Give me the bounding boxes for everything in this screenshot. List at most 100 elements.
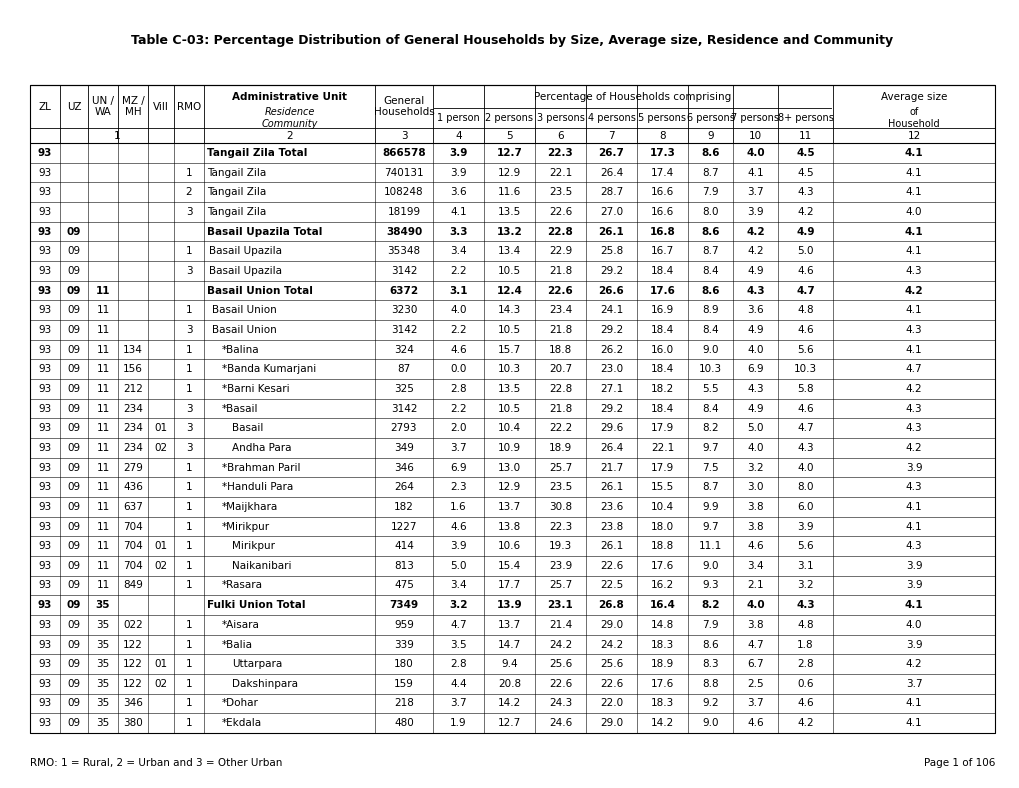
Text: *Maijkhara: *Maijkhara <box>222 502 278 512</box>
Text: 11: 11 <box>96 522 109 531</box>
Text: 09: 09 <box>67 561 81 571</box>
Text: 3.7: 3.7 <box>905 678 921 689</box>
Text: 4.6: 4.6 <box>747 718 763 728</box>
Text: 23.6: 23.6 <box>599 502 623 512</box>
Text: 4.0: 4.0 <box>747 443 763 453</box>
Text: 22.1: 22.1 <box>548 168 572 177</box>
Text: 11: 11 <box>96 344 109 355</box>
Text: 5.8: 5.8 <box>797 384 813 394</box>
Text: 7.5: 7.5 <box>701 463 718 473</box>
Text: 17.7: 17.7 <box>497 581 521 590</box>
Text: 10.4: 10.4 <box>650 502 674 512</box>
Text: 10.3: 10.3 <box>698 364 721 374</box>
Text: 3.3: 3.3 <box>448 226 468 236</box>
Text: 8.4: 8.4 <box>701 325 718 335</box>
Text: 93: 93 <box>39 678 52 689</box>
Text: 4.6: 4.6 <box>449 522 467 531</box>
Text: 23.1: 23.1 <box>547 600 573 610</box>
Text: 339: 339 <box>393 640 414 649</box>
Text: RMO: RMO <box>176 102 201 111</box>
Text: 4.3: 4.3 <box>747 384 763 394</box>
Text: 218: 218 <box>393 698 414 708</box>
Text: 4.3: 4.3 <box>796 600 814 610</box>
Text: 1: 1 <box>185 502 193 512</box>
Text: 16.2: 16.2 <box>650 581 674 590</box>
Text: 234: 234 <box>123 403 143 414</box>
Text: 1: 1 <box>185 660 193 669</box>
Text: 21.4: 21.4 <box>548 620 572 630</box>
Text: 15.7: 15.7 <box>497 344 521 355</box>
Text: 19.3: 19.3 <box>548 541 572 551</box>
Text: 324: 324 <box>393 344 414 355</box>
Text: 35: 35 <box>96 640 109 649</box>
Text: 4.0: 4.0 <box>746 148 764 158</box>
Text: 17.6: 17.6 <box>650 561 674 571</box>
Text: 18.8: 18.8 <box>650 541 674 551</box>
Text: 4.1: 4.1 <box>904 226 922 236</box>
Text: 2: 2 <box>286 131 292 140</box>
Text: 35: 35 <box>96 600 110 610</box>
Text: 3: 3 <box>185 206 193 217</box>
Text: Basail Union: Basail Union <box>212 305 276 315</box>
Text: 4.1: 4.1 <box>905 344 921 355</box>
Text: 4.1: 4.1 <box>747 168 763 177</box>
Text: 01: 01 <box>154 423 167 433</box>
Text: 4.3: 4.3 <box>797 188 813 197</box>
Text: 4.3: 4.3 <box>905 423 921 433</box>
Text: 3.2: 3.2 <box>797 581 813 590</box>
Text: 4.3: 4.3 <box>905 266 921 276</box>
Text: 4.0: 4.0 <box>797 463 813 473</box>
Text: 93: 93 <box>39 541 52 551</box>
Text: 15.5: 15.5 <box>650 482 674 492</box>
Text: Basail: Basail <box>231 423 263 433</box>
Text: 10.6: 10.6 <box>497 541 521 551</box>
Text: 93: 93 <box>39 266 52 276</box>
Text: 4.3: 4.3 <box>905 325 921 335</box>
Text: 122: 122 <box>123 678 143 689</box>
Text: 18.0: 18.0 <box>650 522 674 531</box>
Text: 7.9: 7.9 <box>701 188 718 197</box>
Text: 93: 93 <box>39 423 52 433</box>
Text: 29.2: 29.2 <box>599 266 623 276</box>
Text: 4.0: 4.0 <box>905 620 921 630</box>
Text: 1: 1 <box>185 718 193 728</box>
Text: 346: 346 <box>393 463 414 473</box>
Text: MZ /
MH: MZ / MH <box>121 95 145 117</box>
Text: 4.2: 4.2 <box>797 718 813 728</box>
Text: 22.8: 22.8 <box>547 226 573 236</box>
Text: 23.0: 23.0 <box>599 364 623 374</box>
Text: 9.4: 9.4 <box>500 660 518 669</box>
Text: 3.4: 3.4 <box>449 246 467 256</box>
Text: 01: 01 <box>154 660 167 669</box>
Text: 12.4: 12.4 <box>496 285 522 296</box>
Text: 22.6: 22.6 <box>548 206 572 217</box>
Text: 4.1: 4.1 <box>905 188 921 197</box>
Text: 93: 93 <box>39 718 52 728</box>
Text: 29.2: 29.2 <box>599 403 623 414</box>
Text: 2.2: 2.2 <box>449 266 467 276</box>
Text: *Dohar: *Dohar <box>222 698 259 708</box>
Text: 3.5: 3.5 <box>449 640 467 649</box>
Text: 26.2: 26.2 <box>599 344 623 355</box>
Text: 93: 93 <box>38 226 52 236</box>
Text: 234: 234 <box>123 423 143 433</box>
Text: 26.1: 26.1 <box>599 541 623 551</box>
Text: 4.7: 4.7 <box>797 423 813 433</box>
Text: 4.6: 4.6 <box>797 325 813 335</box>
Text: 7 persons: 7 persons <box>731 113 779 123</box>
Text: 7.9: 7.9 <box>701 620 718 630</box>
Text: 6: 6 <box>556 131 564 140</box>
Text: 3 persons: 3 persons <box>536 113 584 123</box>
Text: 09: 09 <box>67 285 82 296</box>
Text: 09: 09 <box>67 463 81 473</box>
Text: 22.6: 22.6 <box>547 285 573 296</box>
Text: 704: 704 <box>123 561 143 571</box>
Text: 0.0: 0.0 <box>449 364 467 374</box>
Text: 09: 09 <box>67 403 81 414</box>
Text: 02: 02 <box>154 443 167 453</box>
Text: 22.9: 22.9 <box>548 246 572 256</box>
Text: 4.6: 4.6 <box>797 698 813 708</box>
Text: 1: 1 <box>185 581 193 590</box>
Text: 1.9: 1.9 <box>449 718 467 728</box>
Text: 17.9: 17.9 <box>650 463 674 473</box>
